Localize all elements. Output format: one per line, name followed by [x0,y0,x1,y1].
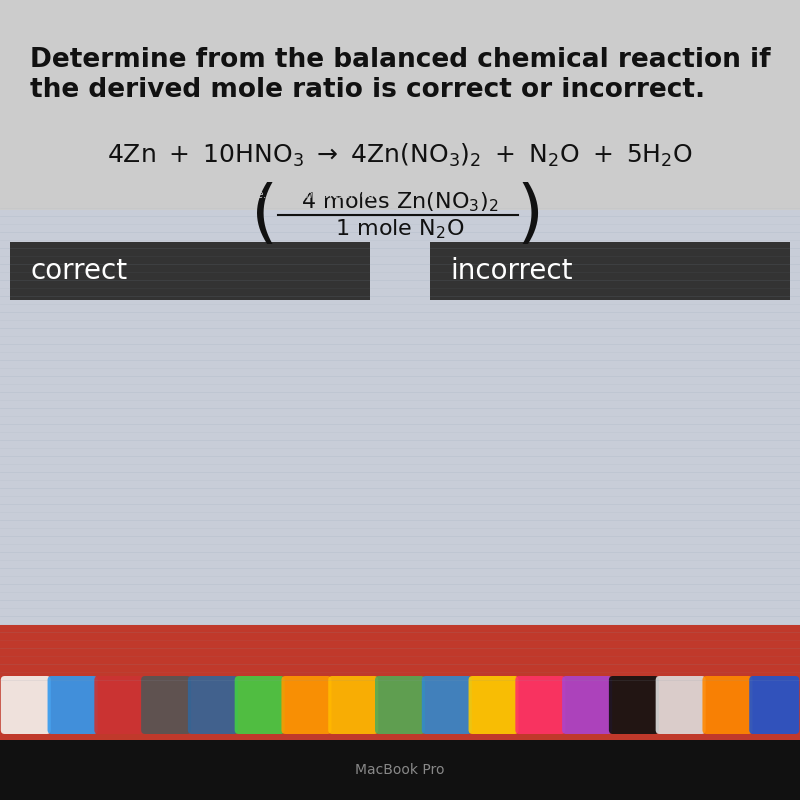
FancyBboxPatch shape [375,676,425,734]
FancyBboxPatch shape [0,625,800,740]
Text: MacBook Pro: MacBook Pro [355,763,445,777]
FancyBboxPatch shape [282,676,331,734]
Text: correct: correct [30,257,127,285]
FancyBboxPatch shape [1,676,50,734]
FancyBboxPatch shape [656,676,706,734]
Text: $($: $($ [250,182,274,250]
FancyBboxPatch shape [10,242,370,300]
FancyBboxPatch shape [0,187,800,205]
FancyBboxPatch shape [430,242,790,300]
FancyBboxPatch shape [328,676,378,734]
FancyBboxPatch shape [702,676,753,734]
Text: © 2003 - 2022 International Academy of Science.  All Rights Reserved.: © 2003 - 2022 International Academy of S… [8,190,378,200]
FancyBboxPatch shape [515,676,566,734]
FancyBboxPatch shape [562,676,612,734]
Text: Determine from the balanced chemical reaction if: Determine from the balanced chemical rea… [30,47,770,73]
FancyBboxPatch shape [469,676,518,734]
Text: $4\ \mathrm{moles\ Zn(NO_3)_2}$: $4\ \mathrm{moles\ Zn(NO_3)_2}$ [302,190,498,214]
FancyBboxPatch shape [94,676,144,734]
FancyBboxPatch shape [750,676,799,734]
FancyBboxPatch shape [188,676,238,734]
Text: $4\mathrm{Zn}\ +\ 10\mathrm{HNO_3}\ \rightarrow\ 4\mathrm{Zn(NO_3)_2}\ +\ \mathr: $4\mathrm{Zn}\ +\ 10\mathrm{HNO_3}\ \rig… [107,142,693,169]
FancyBboxPatch shape [234,676,285,734]
FancyBboxPatch shape [141,676,191,734]
Text: incorrect: incorrect [450,257,573,285]
FancyBboxPatch shape [609,676,659,734]
FancyBboxPatch shape [47,676,98,734]
FancyBboxPatch shape [0,210,800,680]
Text: $1\ \mathrm{mole\ N_2O}$: $1\ \mathrm{mole\ N_2O}$ [335,218,465,241]
FancyBboxPatch shape [422,676,472,734]
Text: $)$: $)$ [517,182,539,250]
FancyBboxPatch shape [0,740,800,800]
FancyBboxPatch shape [0,0,800,680]
Text: the derived mole ratio is correct or incorrect.: the derived mole ratio is correct or inc… [30,77,705,103]
FancyBboxPatch shape [0,0,800,205]
